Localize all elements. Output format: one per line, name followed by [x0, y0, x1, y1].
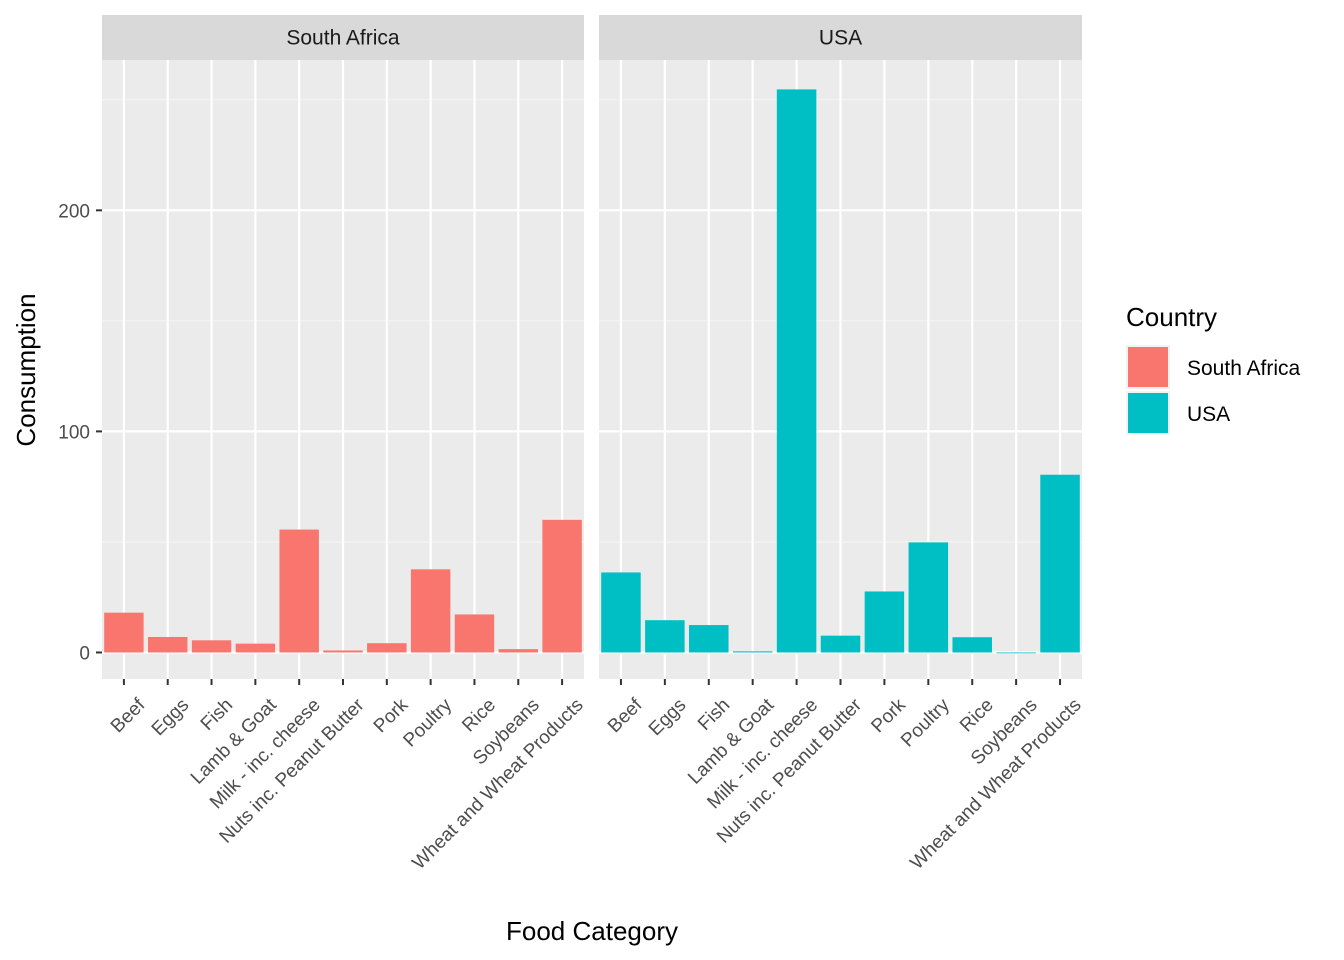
bar-rice — [952, 637, 992, 653]
y-axis: 0 100 200 — [58, 201, 102, 664]
bar-soybeans — [498, 649, 538, 653]
legend-key-swatch — [1128, 393, 1168, 433]
bar-beef — [601, 572, 641, 653]
x-tick-label: Poultry — [400, 694, 457, 751]
bar-soybeans — [996, 652, 1036, 654]
bar-pork — [864, 591, 905, 653]
x-tick-label: Poultry — [897, 694, 954, 751]
x-tick-label: Eggs — [645, 695, 690, 740]
x-tick-label: Eggs — [148, 695, 193, 740]
legend: Country South Africa USA — [1126, 302, 1301, 435]
legend-key-swatch — [1128, 347, 1168, 387]
bar-beef — [104, 612, 144, 653]
bar-eggs — [645, 620, 685, 653]
bar-fish — [191, 640, 232, 653]
facet-strip — [599, 15, 1082, 60]
y-tick-label: 200 — [58, 201, 90, 222]
y-tick-label: 0 — [79, 643, 90, 664]
panel-usa: USA — [599, 15, 1082, 679]
bar-nuts-inc-peanut-butter — [323, 650, 363, 653]
y-axis-title: Consumption — [11, 293, 41, 446]
bar-poultry — [410, 569, 451, 653]
bar-milk-inc-cheese — [776, 89, 817, 653]
bar-wheat-and-wheat-products — [1040, 474, 1080, 653]
bar-lamb-goat — [235, 643, 276, 653]
x-axis-title: Food Category — [506, 916, 678, 946]
facet-strip — [102, 15, 584, 60]
x-tick-label: Beef — [107, 694, 150, 737]
bar-nuts-inc-peanut-butter — [820, 635, 861, 653]
legend-label: South Africa — [1187, 357, 1301, 380]
facet-strip-label: USA — [819, 27, 862, 50]
x-tick-label: Beef — [604, 694, 647, 737]
legend-label: USA — [1187, 403, 1230, 426]
panels: South Africa USA — [102, 15, 1082, 679]
bar-pork — [367, 643, 407, 653]
y-tick-label: 100 — [58, 422, 90, 443]
bar-wheat-and-wheat-products — [542, 519, 582, 653]
bar-poultry — [908, 542, 949, 653]
bar-eggs — [148, 636, 188, 653]
facet-strip-label: South Africa — [286, 27, 400, 50]
panel-south-africa: South Africa — [102, 15, 584, 679]
bar-lamb-goat — [732, 651, 773, 653]
legend-title: Country — [1126, 302, 1217, 332]
bar-rice — [454, 614, 495, 653]
bar-milk-inc-cheese — [279, 529, 319, 653]
bar-fish — [689, 625, 729, 653]
